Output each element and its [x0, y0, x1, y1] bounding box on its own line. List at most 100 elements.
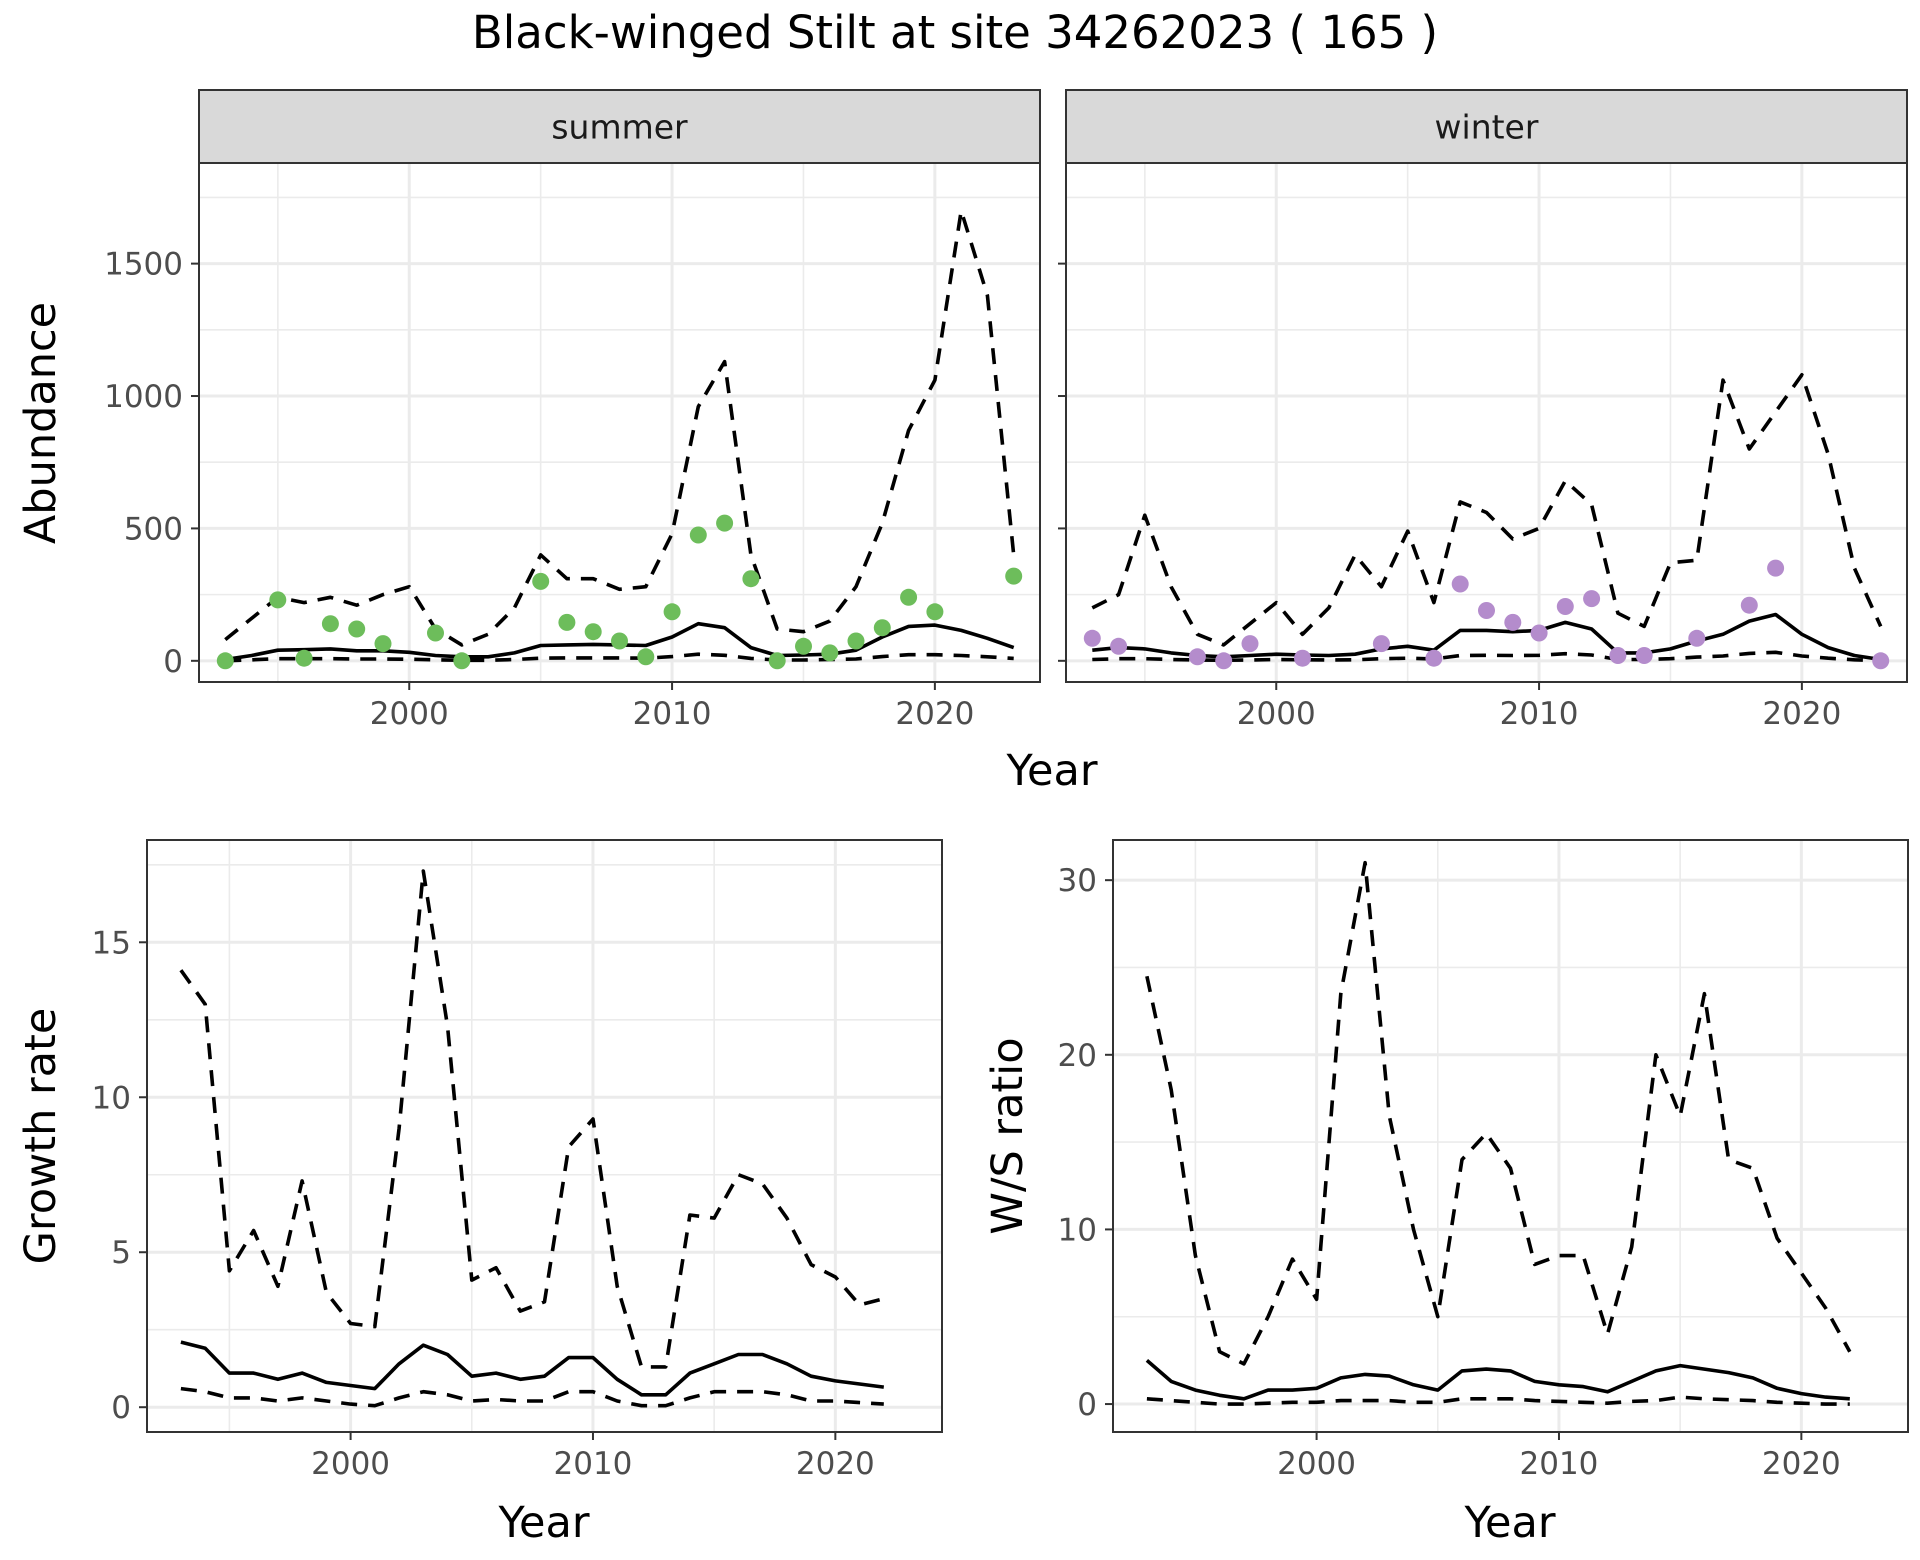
- facet-strip: [198, 89, 1041, 164]
- data-point: [453, 652, 471, 670]
- data-point: [1504, 613, 1522, 631]
- data-point: [1110, 637, 1128, 655]
- lower-bound-line: [225, 652, 1014, 663]
- data-point: [427, 624, 444, 642]
- figure-title: Black-winged Stilt at site 34262023 ( 16…: [472, 6, 1438, 59]
- data-point: [1083, 629, 1101, 647]
- x-tick-label: 2020: [796, 1446, 875, 1482]
- x-axis-title: Year: [1463, 1498, 1555, 1548]
- data-point: [1372, 635, 1390, 653]
- panel-summer: summer 2000 2010 2020 0 500 1000 1500 Abundance: [16, 89, 1041, 732]
- data-point: [873, 619, 891, 637]
- x-tick-label: 2020: [895, 696, 974, 732]
- panel-ratio: 2000 2010 2020 0 10 20 30 Year W/S ratio: [983, 839, 1909, 1548]
- data-point: [1767, 559, 1785, 577]
- y-tick-label: 500: [124, 511, 183, 547]
- data-point: [269, 591, 287, 609]
- data-point: [295, 649, 313, 667]
- data-point: [795, 637, 812, 655]
- data-point: [663, 603, 681, 621]
- data-point: [1609, 647, 1627, 664]
- data-point: [1556, 598, 1574, 615]
- x-tick-label: 2010: [633, 696, 712, 732]
- facet-strip-label: summer: [551, 108, 688, 147]
- panel-background: [147, 840, 942, 1432]
- data-point: [1241, 635, 1259, 653]
- x-tick-label: 2020: [1762, 696, 1841, 732]
- y-tick-label: 0: [163, 644, 183, 680]
- facet-strip: [1065, 89, 1908, 164]
- data-point: [558, 613, 576, 631]
- data-point: [926, 603, 944, 621]
- data-point: [1530, 624, 1548, 642]
- data-point: [1478, 602, 1495, 619]
- data-point: [584, 623, 602, 641]
- data-point: [1740, 596, 1758, 614]
- panel-background: [1113, 840, 1908, 1432]
- data-point: [611, 632, 628, 650]
- x-tick-label: 2000: [1237, 696, 1316, 732]
- lower-bound-line: [1146, 1395, 1850, 1406]
- y-tick-label: 20: [1058, 1038, 1097, 1074]
- x-tick-label: 2000: [370, 696, 449, 732]
- y-tick-label: 5: [111, 1235, 131, 1271]
- data-point: [768, 652, 786, 670]
- y-tick-label: 15: [92, 925, 131, 961]
- upper-bound-line: [179, 869, 885, 1369]
- panel-winter: winter 2000 2010 2020: [1058, 89, 1908, 732]
- data-point: [532, 572, 550, 590]
- x-axis-title: Year: [497, 1498, 589, 1548]
- y-axis-title: Growth rate: [16, 1008, 66, 1265]
- panel-growth: 2000 2010 2020 0 5 10 15 Year Growth rate: [16, 839, 943, 1548]
- data-point: [1635, 647, 1653, 664]
- panel-border: [1112, 839, 1909, 1433]
- data-point: [1872, 652, 1890, 670]
- x-axis-title: Year: [1005, 746, 1097, 796]
- data-point: [1451, 575, 1469, 593]
- data-point: [716, 514, 734, 532]
- y-tick-label: 30: [1058, 863, 1097, 899]
- data-point: [637, 648, 655, 666]
- y-tick-label: 1500: [104, 247, 183, 283]
- data-point: [821, 644, 839, 662]
- estimate-line: [180, 1340, 885, 1397]
- data-point: [374, 635, 392, 653]
- data-point: [216, 652, 234, 670]
- data-point: [348, 620, 366, 638]
- x-tick-label: 2000: [311, 1446, 390, 1482]
- data-point: [1215, 652, 1233, 670]
- x-tick-label: 2010: [1520, 1446, 1599, 1482]
- data-point: [1583, 590, 1601, 608]
- y-tick-label: 10: [92, 1080, 131, 1116]
- upper-bound-line: [1091, 373, 1883, 647]
- data-point: [900, 588, 918, 606]
- upper-bound-line: [1145, 860, 1852, 1366]
- gridlines: [199, 163, 1040, 682]
- x-tick-label: 2020: [1762, 1446, 1841, 1482]
- x-tick-label: 2010: [554, 1446, 633, 1482]
- data-point: [1425, 649, 1443, 667]
- data-point: [1188, 648, 1206, 666]
- data-point: [742, 570, 760, 588]
- lower-bound-line: [180, 1386, 884, 1408]
- lower-bound-line: [1092, 650, 1881, 663]
- y-tick-label: 0: [1077, 1387, 1097, 1423]
- y-tick-label: 1000: [104, 379, 183, 415]
- panel-border: [146, 839, 943, 1433]
- x-tick-label: 2000: [1277, 1446, 1356, 1482]
- estimate-line: [1145, 1359, 1850, 1401]
- data-point: [847, 632, 865, 650]
- data-point: [689, 526, 707, 544]
- y-axis-title: Abundance: [16, 302, 66, 544]
- facet-strip-label: winter: [1435, 108, 1539, 147]
- gridlines: [1066, 163, 1907, 682]
- data-point: [321, 615, 339, 633]
- gridlines: [147, 840, 942, 1432]
- data-point: [1294, 649, 1311, 667]
- data-point: [1688, 629, 1706, 647]
- data-point: [1005, 567, 1023, 585]
- upper-bound-line: [224, 208, 1016, 647]
- y-tick-label: 10: [1058, 1212, 1097, 1248]
